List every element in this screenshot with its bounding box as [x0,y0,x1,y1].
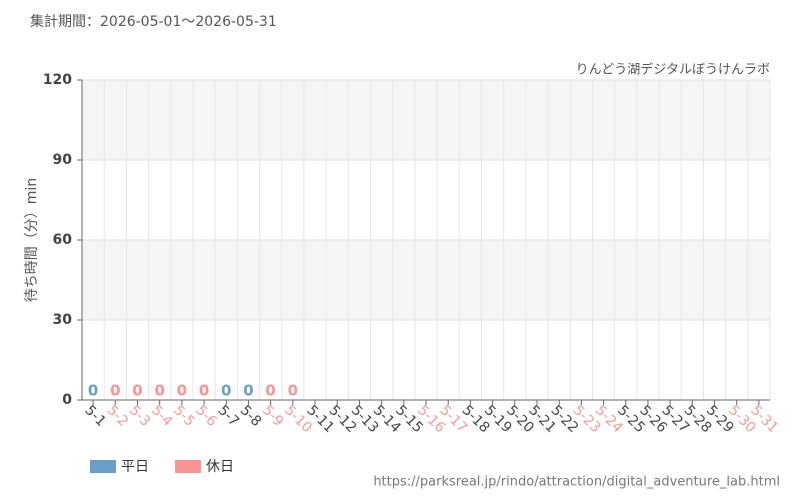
chart-subtitle: りんどう湖デジタルぼうけんラボ [576,62,770,78]
data-label: 0 [88,382,98,400]
data-label: 0 [110,382,120,400]
data-label: 0 [132,382,142,400]
grid-band [82,240,770,320]
source: https://parksreal.jp/rindo/attraction/di… [373,475,780,490]
y-tick-label: 120 [43,72,72,88]
legend-label: 休日 [206,459,234,475]
legend-label: 平日 [121,459,149,475]
y-tick-label: 0 [62,392,72,408]
data-label: 0 [265,382,275,400]
data-label: 0 [177,382,187,400]
x-tick-label: 5-9 [259,402,286,429]
y-tick-label: 90 [53,152,73,168]
x-tick-label: 5-4 [148,402,176,430]
chart-title: 集計期間：2026-05-01～2026-05-31 [30,13,277,30]
x-tick-label: 5-2 [104,402,131,429]
x-tick-label: 5-8 [237,402,264,429]
x-tick-label: 5-3 [126,402,153,429]
x-tick-label: 5-1 [81,402,108,429]
x-tick-label: 5-5 [170,402,197,429]
legend-swatch [90,460,116,473]
grid-band [82,80,770,160]
y-axis-label: 待ち時間（分）min [24,178,40,302]
data-label: 0 [288,382,298,400]
x-tick-label: 5-7 [215,402,242,429]
x-tick-label: 5-6 [192,402,220,430]
legend-swatch [175,460,201,473]
data-label: 0 [199,382,209,400]
y-tick-label: 30 [53,312,73,328]
data-label: 0 [243,382,253,400]
data-label: 0 [221,382,231,400]
y-tick-label: 60 [53,232,73,248]
data-label: 0 [154,382,164,400]
